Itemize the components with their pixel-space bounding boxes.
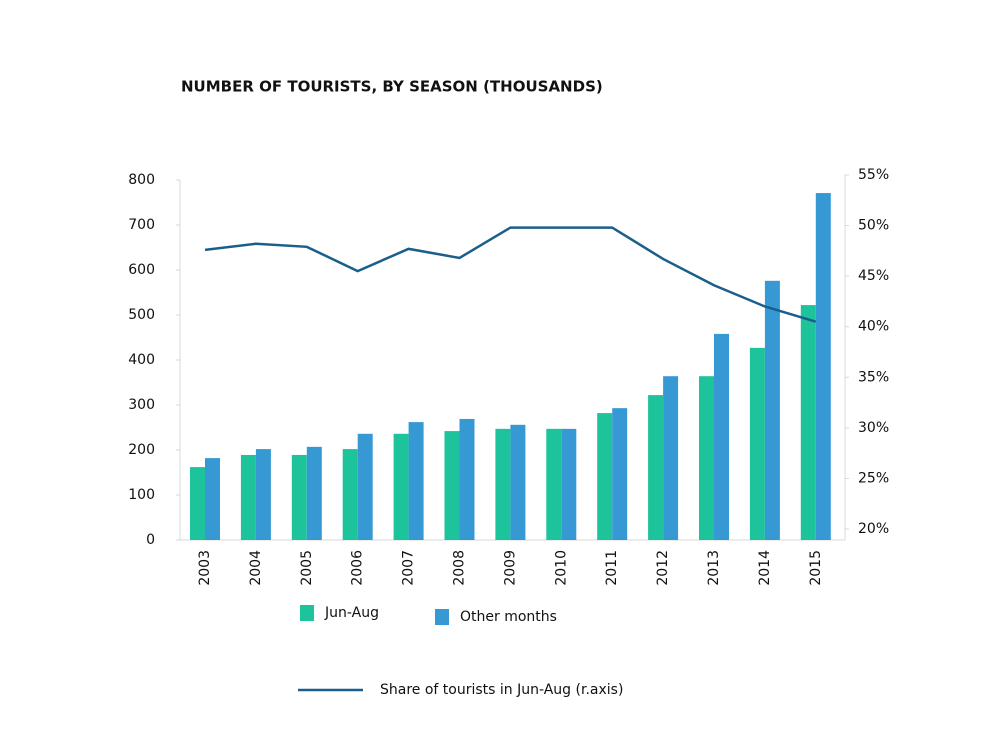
y-tick-label: 800 bbox=[128, 172, 155, 188]
bar bbox=[306, 446, 322, 540]
bar bbox=[357, 433, 373, 540]
legend-label: Share of tourists in Jun-Aug (r.axis) bbox=[380, 682, 623, 698]
y2-tick-label: 45% bbox=[858, 268, 889, 284]
y2-tick-label: 35% bbox=[858, 369, 889, 385]
x-tick-label: 2013 bbox=[706, 550, 722, 586]
y2-tick-label: 30% bbox=[858, 420, 889, 436]
bar bbox=[561, 428, 577, 540]
bar bbox=[749, 347, 765, 540]
legend-label: Jun-Aug bbox=[324, 605, 379, 621]
bar bbox=[205, 458, 220, 540]
y2-tick-label: 55% bbox=[858, 167, 889, 183]
y-tick-label: 0 bbox=[146, 532, 155, 548]
bar bbox=[597, 413, 613, 540]
bar bbox=[342, 449, 358, 540]
x-tick-label: 2004 bbox=[248, 550, 264, 586]
bar bbox=[291, 454, 307, 540]
chart-title: NUMBER OF TOURISTS, BY SEASON (THOUSANDS… bbox=[181, 78, 603, 96]
x-tick-label: 2015 bbox=[808, 550, 824, 586]
bar bbox=[393, 433, 409, 540]
bar bbox=[714, 333, 729, 540]
x-tick-label: 2012 bbox=[655, 550, 671, 586]
x-tick-label: 2010 bbox=[553, 550, 569, 586]
x-tick-label: 2008 bbox=[452, 550, 468, 586]
bar bbox=[255, 449, 271, 540]
bar bbox=[800, 305, 816, 540]
y-tick-label: 600 bbox=[128, 262, 155, 278]
bar bbox=[444, 431, 460, 540]
x-tick-label: 2009 bbox=[502, 550, 518, 586]
bar bbox=[190, 467, 205, 540]
x-tick-label: 2005 bbox=[299, 550, 315, 586]
bar bbox=[663, 376, 679, 540]
bar bbox=[510, 424, 526, 540]
y2-tick-label: 50% bbox=[858, 218, 889, 234]
x-tick-label: 2014 bbox=[757, 550, 773, 586]
y-tick-label: 200 bbox=[128, 442, 155, 458]
x-tick-label: 2006 bbox=[350, 550, 366, 586]
y2-tick-label: 40% bbox=[858, 319, 889, 335]
legend-swatch bbox=[300, 605, 314, 621]
x-tick-label: 2003 bbox=[197, 550, 213, 586]
bar bbox=[699, 376, 714, 540]
y2-tick-label: 20% bbox=[858, 521, 889, 537]
legend-swatch bbox=[435, 609, 449, 625]
bar bbox=[240, 454, 256, 540]
y2-tick-label: 25% bbox=[858, 470, 889, 486]
bar bbox=[459, 418, 475, 540]
line bbox=[204, 226, 817, 323]
bar bbox=[648, 395, 664, 540]
y-tick-label: 400 bbox=[128, 352, 155, 368]
legend-label: Other months bbox=[460, 609, 557, 625]
y-tick-label: 500 bbox=[128, 307, 155, 323]
x-tick-label: 2011 bbox=[604, 550, 620, 586]
bar bbox=[764, 280, 780, 540]
y-tick-label: 100 bbox=[128, 487, 155, 503]
bar bbox=[495, 428, 511, 540]
bar bbox=[408, 422, 424, 540]
x-tick-label: 2007 bbox=[401, 550, 417, 586]
bar bbox=[815, 193, 831, 541]
y-tick-label: 300 bbox=[128, 397, 155, 413]
y-tick-label: 700 bbox=[128, 217, 155, 233]
bar bbox=[612, 408, 628, 540]
bar bbox=[546, 428, 562, 540]
